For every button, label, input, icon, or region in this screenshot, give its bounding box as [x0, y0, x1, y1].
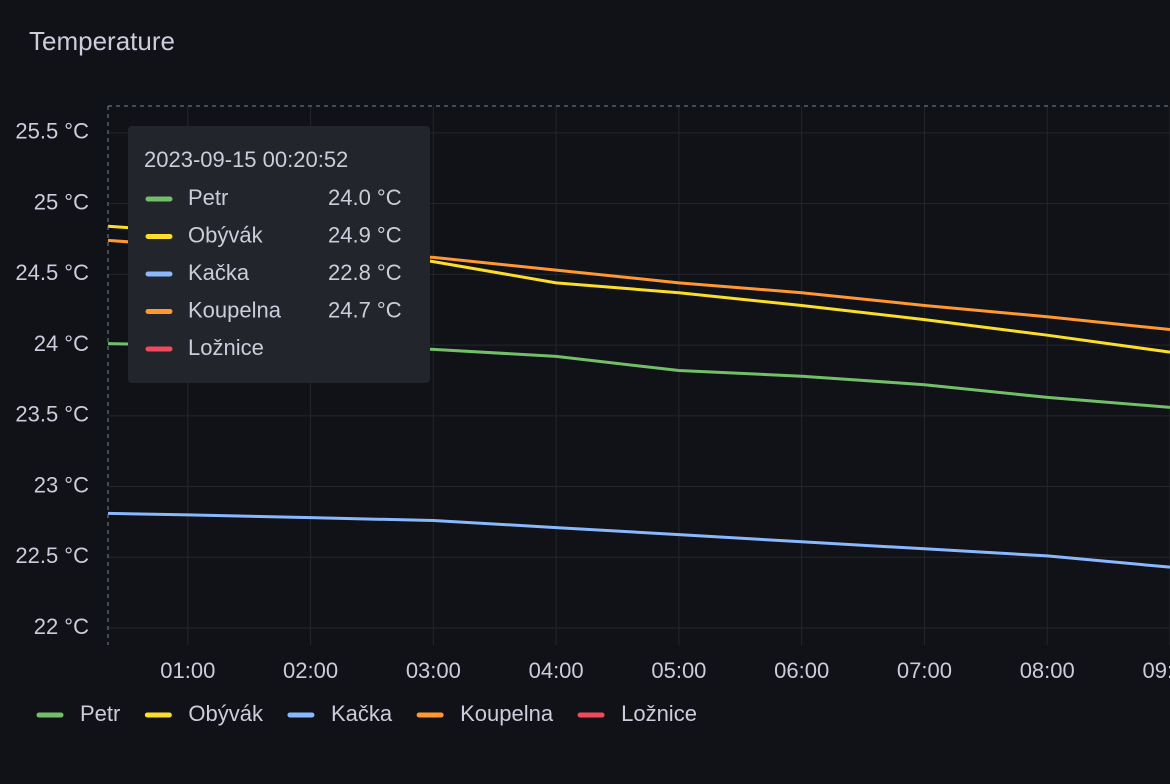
legend-label: Obývák [188, 701, 264, 726]
tooltip-name: Ložnice [188, 335, 264, 360]
y-tick-label: 23.5 °C [15, 402, 89, 427]
x-tick-label: 07:00 [897, 658, 952, 683]
legend-label: Kačka [331, 701, 393, 726]
x-tick-label: 09:00 [1142, 658, 1170, 683]
tooltip-box [128, 126, 430, 383]
tooltip-value: 24.0 °C [328, 185, 402, 210]
tooltip-value: 22.8 °C [328, 260, 402, 285]
y-tick-label: 24 °C [34, 331, 89, 356]
y-tick-label: 24.5 °C [15, 260, 89, 285]
y-tick-label: 25 °C [34, 189, 89, 214]
x-tick-label: 01:00 [160, 658, 215, 683]
tooltip-name: Obývák [188, 222, 264, 247]
x-tick-label: 05:00 [651, 658, 706, 683]
legend-label: Petr [80, 701, 120, 726]
x-tick-label: 03:00 [406, 658, 461, 683]
x-tick-label: 04:00 [529, 658, 584, 683]
tooltip: 2023-09-15 00:20:52 Petr 24.0 °C Obývák 24.… [128, 126, 430, 383]
series-line [107, 511, 1170, 569]
x-tick-label: 06:00 [774, 658, 829, 683]
tooltip-name: Koupelna [188, 297, 282, 322]
legend-label: Koupelna [460, 701, 554, 726]
x-tick-label: 02:00 [283, 658, 338, 683]
y-tick-label: 25.5 °C [15, 119, 89, 144]
tooltip-value: 24.7 °C [328, 297, 402, 322]
x-tick-label: 08:00 [1020, 658, 1075, 683]
legend-label: Ložnice [621, 701, 697, 726]
tooltip-value: 24.9 °C [328, 222, 402, 247]
tooltip-name: Kačka [188, 260, 250, 285]
y-tick-label: 22.5 °C [15, 543, 89, 568]
tooltip-time: 2023-09-15 00:20:52 [144, 147, 348, 172]
chart-title: Temperature [29, 26, 175, 56]
y-tick-label: 23 °C [34, 472, 89, 497]
tooltip-name: Petr [188, 185, 228, 210]
y-tick-label: 22 °C [34, 614, 89, 639]
